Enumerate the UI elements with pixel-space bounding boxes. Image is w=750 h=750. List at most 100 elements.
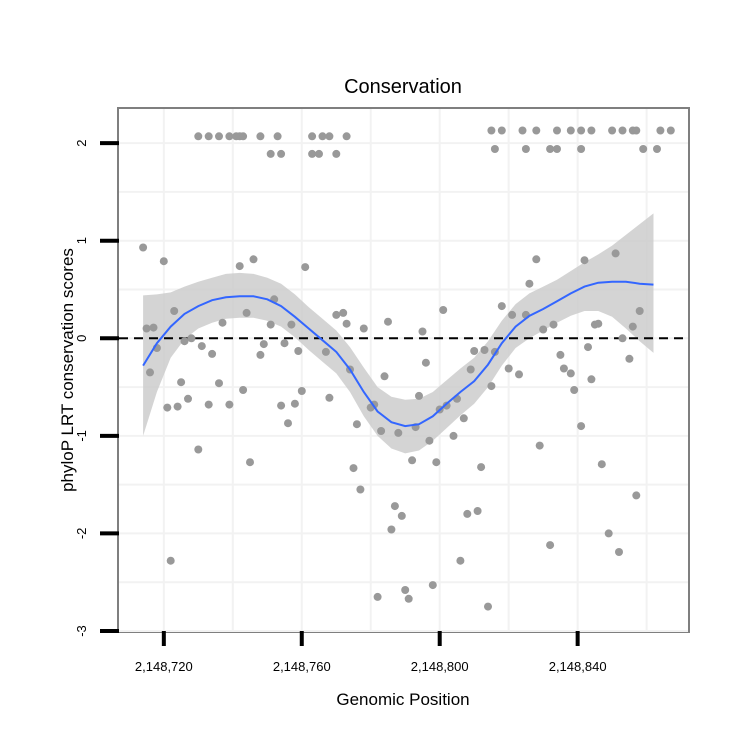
data-point: [318, 132, 327, 141]
data-point: [149, 323, 158, 332]
data-point: [515, 370, 523, 379]
data-point: [187, 334, 196, 343]
data-point: [577, 422, 586, 431]
data-point: [184, 394, 192, 403]
data-point: [352, 420, 361, 429]
data-point: [249, 255, 258, 264]
data-point: [615, 548, 623, 556]
data-point: [163, 403, 172, 412]
data-point: [384, 317, 392, 326]
data-point: [466, 365, 475, 374]
data-point: [315, 149, 323, 158]
data-point: [208, 349, 217, 358]
data-point: [656, 126, 665, 135]
data-point: [339, 308, 348, 317]
data-point: [546, 145, 555, 153]
x-axis: 2,148,720 2,148,760 2,148,800 2,148,840: [135, 631, 607, 674]
data-point: [197, 342, 206, 351]
data-point: [159, 257, 168, 266]
data-point: [166, 556, 175, 565]
data-point: [180, 337, 189, 346]
data-point: [442, 401, 451, 410]
data-point: [373, 592, 382, 601]
data-point: [594, 319, 603, 328]
data-point: [215, 132, 223, 141]
data-point: [666, 126, 675, 135]
x-axis-label: Genomic Position: [336, 690, 469, 709]
data-point: [618, 126, 627, 135]
x-tick-label: 2,148,840: [549, 659, 607, 674]
data-point: [570, 386, 579, 394]
data-point: [463, 509, 472, 518]
confidence-band: [143, 213, 654, 454]
data-point: [521, 145, 530, 153]
data-point: [204, 400, 213, 409]
data-point: [349, 464, 358, 473]
x-tick-label: 2,148,720: [135, 659, 193, 674]
data-point: [256, 132, 265, 141]
data-point: [146, 368, 154, 377]
plot-panel: [117, 107, 690, 633]
data-point: [246, 458, 254, 467]
data-point: [587, 375, 596, 384]
data-point: [577, 145, 586, 153]
data-point: [342, 132, 351, 141]
data-point: [587, 126, 596, 135]
data-point: [418, 327, 427, 336]
data-point: [194, 445, 203, 454]
data-points: [139, 126, 675, 611]
data-point: [439, 306, 448, 314]
data-point: [308, 132, 317, 141]
data-point: [170, 307, 179, 315]
data-point: [359, 324, 368, 333]
data-point: [432, 458, 441, 467]
data-point: [225, 400, 234, 409]
data-point: [290, 399, 299, 408]
data-point: [497, 302, 506, 311]
smooth-line: [142, 280, 654, 428]
data-point: [632, 126, 641, 135]
data-point: [294, 347, 303, 355]
data-point: [173, 402, 182, 411]
data-point: [566, 126, 575, 135]
data-point: [225, 132, 234, 141]
data-point: [480, 346, 489, 354]
data-point: [525, 279, 534, 288]
data-point: [404, 594, 413, 603]
data-point: [287, 320, 296, 329]
data-point: [421, 358, 430, 367]
data-point: [266, 320, 275, 329]
data-point: [532, 255, 541, 264]
data-point: [332, 149, 341, 158]
data-point: [280, 339, 289, 348]
data-point: [504, 364, 513, 373]
data-point: [342, 319, 351, 328]
data-point: [497, 126, 506, 135]
data-point: [484, 602, 492, 611]
y-tick-label: 1: [74, 237, 89, 244]
x-tick-label: 2,148,800: [411, 659, 469, 674]
data-point: [597, 460, 606, 469]
data-point: [332, 310, 341, 319]
data-point: [177, 378, 186, 387]
data-point: [308, 149, 317, 158]
data-point: [628, 322, 637, 331]
data-point: [142, 324, 151, 333]
data-point: [387, 525, 396, 534]
data-point: [321, 347, 330, 356]
data-point: [218, 318, 227, 327]
data-point: [356, 485, 365, 494]
data-point: [325, 393, 334, 402]
data-point: [390, 502, 399, 511]
data-point: [256, 350, 265, 359]
data-point: [456, 556, 465, 565]
data-point: [394, 428, 403, 437]
chart-title: Conservation: [344, 76, 462, 98]
data-point: [559, 364, 568, 373]
data-point: [473, 507, 482, 515]
data-point: [487, 126, 496, 135]
data-point: [242, 308, 251, 317]
data-point: [553, 126, 561, 135]
data-point: [635, 307, 644, 315]
data-point: [490, 145, 499, 153]
